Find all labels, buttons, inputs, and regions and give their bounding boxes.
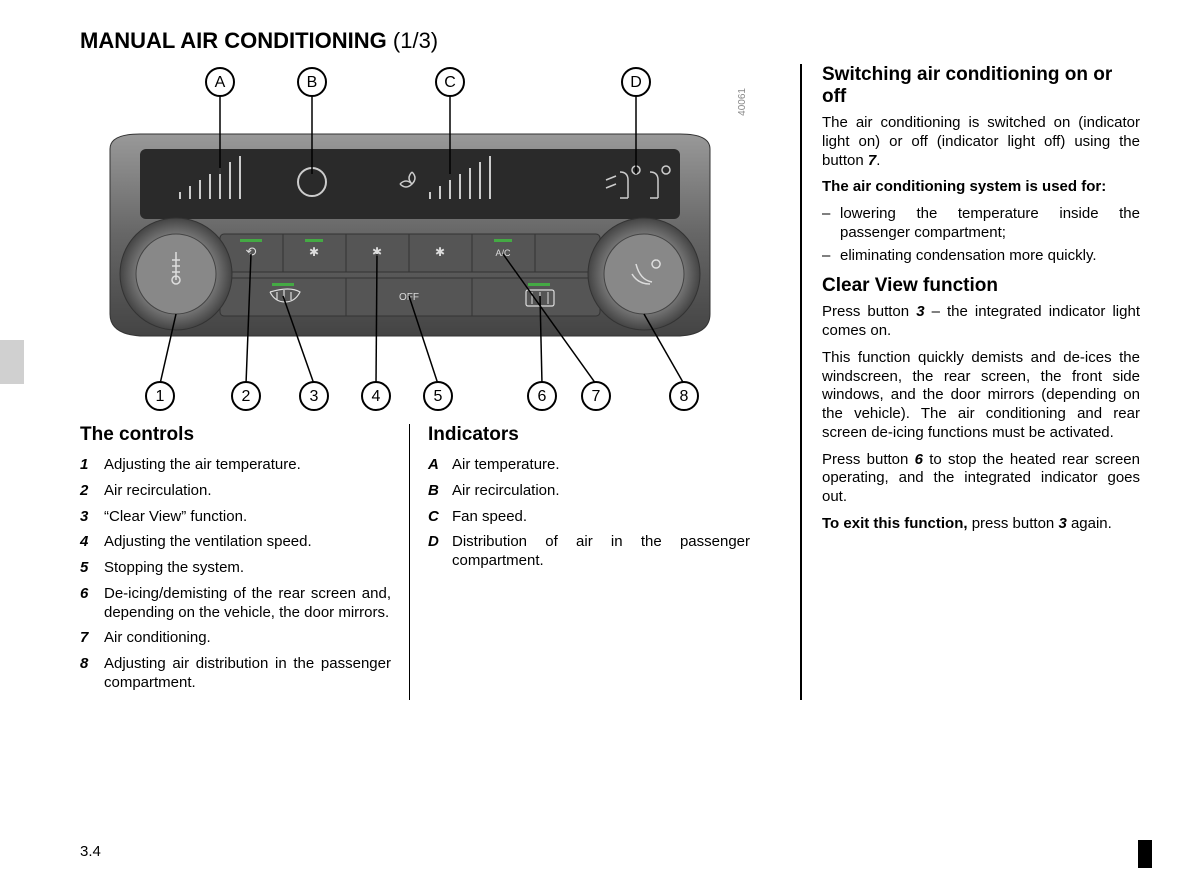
list-item: 1Adjusting the air temperature. bbox=[80, 456, 391, 475]
list-item: CFan speed. bbox=[428, 508, 750, 527]
controls-col: The controls 1Adjusting the air temperat… bbox=[80, 424, 410, 700]
title-part: (1/3) bbox=[393, 28, 438, 53]
page-title: MANUAL AIR CONDITIONING (1/3) bbox=[80, 28, 1152, 54]
title-main: MANUAL AIR CONDITIONING bbox=[80, 28, 393, 53]
list-item: –eliminating condensation more quickly. bbox=[822, 247, 1140, 266]
svg-text:6: 6 bbox=[538, 388, 547, 405]
list-item: 8Adjusting air distribution in the passe… bbox=[80, 655, 391, 693]
clearview-heading: Clear View function bbox=[822, 275, 1140, 297]
list-item: 4Adjusting the ventilation speed. bbox=[80, 533, 391, 552]
svg-text:7: 7 bbox=[592, 388, 601, 405]
list-item: 5Stopping the system. bbox=[80, 559, 391, 578]
list-item: 2Air recirculation. bbox=[80, 482, 391, 501]
content: 40061 bbox=[80, 64, 1152, 700]
svg-text:D: D bbox=[630, 74, 642, 91]
figure-wrap: 40061 bbox=[80, 64, 740, 414]
clearview-p4: To exit this function, press button 3 ag… bbox=[822, 515, 1140, 534]
switching-heading: Switching air conditioning on or off bbox=[822, 64, 1140, 108]
right-column: Switching air conditioning on or off The… bbox=[800, 64, 1140, 700]
svg-text:C: C bbox=[444, 74, 456, 91]
page-tab bbox=[0, 340, 24, 384]
indicators-heading: Indicators bbox=[428, 424, 750, 446]
corner-marker bbox=[1138, 840, 1152, 868]
svg-text:✱: ✱ bbox=[435, 245, 445, 259]
list-item: DDistribution of air in the passenger co… bbox=[428, 533, 750, 571]
list-item: 7Air conditioning. bbox=[80, 629, 391, 648]
svg-text:✱: ✱ bbox=[309, 245, 319, 259]
photo-code: 40061 bbox=[737, 88, 748, 116]
list-item: BAir recirculation. bbox=[428, 482, 750, 501]
svg-text:2: 2 bbox=[242, 388, 251, 405]
controls-heading: The controls bbox=[80, 424, 391, 446]
svg-text:4: 4 bbox=[372, 388, 381, 405]
clearview-p3: Press button 6 to stop the heated rear s… bbox=[822, 451, 1140, 507]
left-column: 40061 bbox=[80, 64, 800, 700]
indicators-col: Indicators AAir temperature. BAir recircu… bbox=[410, 424, 750, 700]
svg-text:A/C: A/C bbox=[495, 248, 511, 258]
svg-text:1: 1 bbox=[156, 388, 165, 405]
ac-bullets: –lowering the temperature inside the pas… bbox=[822, 205, 1140, 265]
clearview-p1: Press button 3 – the integrated indicato… bbox=[822, 303, 1140, 341]
ac-used-for: The air conditioning system is used for: bbox=[822, 178, 1140, 197]
svg-text:3: 3 bbox=[310, 388, 319, 405]
clearview-p2: This function quickly demists and de-ice… bbox=[822, 349, 1140, 443]
svg-text:5: 5 bbox=[434, 388, 443, 405]
list-item: 3“Clear View” function. bbox=[80, 508, 391, 527]
switching-text: The air conditioning is switched on (ind… bbox=[822, 114, 1140, 170]
list-item: –lowering the temperature inside the pas… bbox=[822, 205, 1140, 243]
svg-text:8: 8 bbox=[680, 388, 689, 405]
lists-row: The controls 1Adjusting the air temperat… bbox=[80, 424, 780, 700]
controls-list: 1Adjusting the air temperature. 2Air reci… bbox=[80, 456, 391, 693]
page-number: 3.4 bbox=[80, 843, 101, 860]
ac-panel-figure: ⟲ ✱ ✱ ✱ A/C bbox=[80, 64, 740, 414]
list-item: 6De-icing/demisting of the rear screen a… bbox=[80, 585, 391, 623]
indicators-list: AAir temperature. BAir recirculation. CFan… bbox=[428, 456, 750, 571]
svg-text:B: B bbox=[307, 74, 318, 91]
svg-text:A: A bbox=[215, 74, 226, 91]
list-item: AAir temperature. bbox=[428, 456, 750, 475]
